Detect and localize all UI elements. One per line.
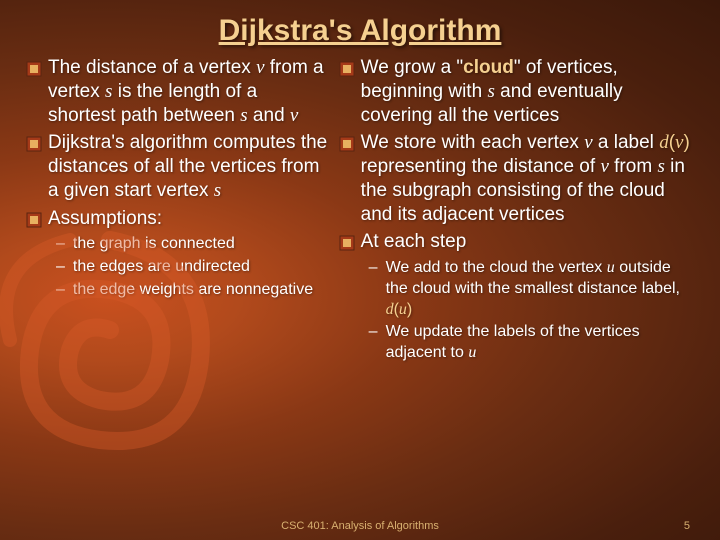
dash-icon: – <box>369 258 378 279</box>
slide-footer: CSC 401: Analysis of Algorithms 5 <box>0 520 720 532</box>
bullet-text: At each step <box>361 230 467 254</box>
bullet-text: Assumptions: <box>48 207 162 231</box>
right-sub-1: – We add to the cloud the vertex u outsi… <box>369 258 694 320</box>
left-sub-1: – the graph is connected <box>56 234 329 255</box>
page-number: 5 <box>684 520 690 532</box>
left-bullet-2: Dijkstra's algorithm computes the distan… <box>26 131 329 202</box>
bullet-icon <box>339 235 355 251</box>
left-bullet-1: The distance of a vertex v from a vertex… <box>26 56 329 127</box>
bullet-text: We store with each vertex v a label d(v)… <box>361 131 694 226</box>
sub-text: We update the labels of the vertices adj… <box>386 322 694 364</box>
dash-icon: – <box>56 234 65 255</box>
sub-text: the edges are undirected <box>73 257 250 278</box>
left-sub-2: – the edges are undirected <box>56 257 329 278</box>
sub-text: the edge weights are nonnegative <box>73 280 313 301</box>
footer-text: CSC 401: Analysis of Algorithms <box>281 520 439 532</box>
right-bullet-1: We grow a "cloud" of vertices, beginning… <box>339 56 694 127</box>
slide-title: Dijkstra's Algorithm <box>0 0 720 56</box>
left-bullet-3: Assumptions: <box>26 207 329 231</box>
bullet-icon <box>26 212 42 228</box>
bullet-icon <box>339 61 355 77</box>
right-bullet-3: At each step <box>339 230 694 254</box>
bullet-icon <box>339 136 355 152</box>
right-bullet-2: We store with each vertex v a label d(v)… <box>339 131 694 226</box>
bullet-icon <box>26 61 42 77</box>
dash-icon: – <box>369 322 378 343</box>
bullet-text: The distance of a vertex v from a vertex… <box>48 56 329 127</box>
left-column: The distance of a vertex v from a vertex… <box>26 56 329 366</box>
content-columns: The distance of a vertex v from a vertex… <box>0 56 720 366</box>
bullet-text: Dijkstra's algorithm computes the distan… <box>48 131 329 202</box>
right-column: We grow a "cloud" of vertices, beginning… <box>339 56 694 366</box>
right-sub-2: – We update the labels of the vertices a… <box>369 322 694 364</box>
sub-text: the graph is connected <box>73 234 235 255</box>
left-sub-3: – the edge weights are nonnegative <box>56 280 329 301</box>
dash-icon: – <box>56 257 65 278</box>
dash-icon: – <box>56 280 65 301</box>
bullet-icon <box>26 136 42 152</box>
sub-text: We add to the cloud the vertex u outside… <box>386 258 694 320</box>
bullet-text: We grow a "cloud" of vertices, beginning… <box>361 56 694 127</box>
